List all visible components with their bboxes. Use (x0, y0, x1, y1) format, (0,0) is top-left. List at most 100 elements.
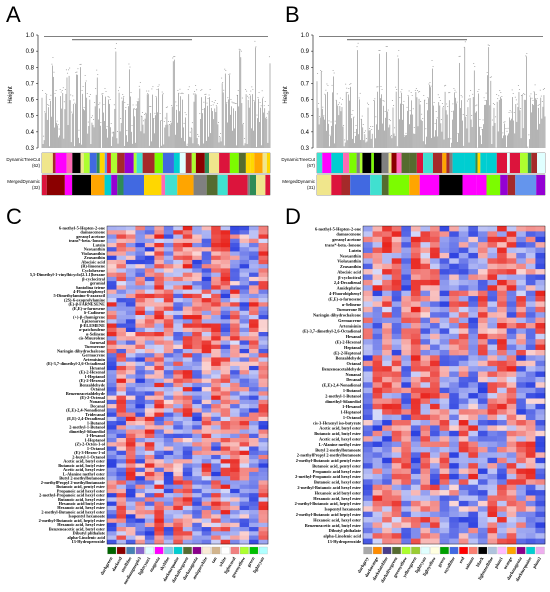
heatmap-cell (410, 382, 421, 388)
heatmap-cell (535, 436, 546, 442)
heatmap-cell (173, 340, 184, 346)
heatmap-cell (182, 230, 193, 235)
heatmap-cell (211, 531, 221, 536)
heatmap-cell (458, 517, 469, 523)
heatmap-cell (439, 339, 450, 345)
heatmap-cell (154, 238, 165, 244)
heatmap-cell (363, 500, 373, 507)
heatmap-cell (173, 365, 184, 371)
heatmap-cell (182, 514, 193, 519)
heatmap-cell (201, 293, 212, 299)
heatmap-cell (372, 252, 383, 259)
heatmap-cell (430, 511, 440, 518)
row-label: β-ELEMENE (80, 323, 105, 328)
heatmap-cell (468, 430, 479, 437)
heatmap-cell (258, 399, 269, 405)
heatmap-cell (211, 539, 221, 545)
heatmap-cell (487, 457, 498, 464)
heatmap-cell (372, 312, 383, 318)
heatmap-cell (506, 263, 517, 270)
row-label: cis-Muurolene (79, 336, 106, 341)
heatmap-cell (135, 293, 146, 299)
heatmap-cell (497, 339, 507, 345)
row-label: 2,4-Decadienal (334, 280, 362, 285)
heatmap-cell (211, 357, 221, 362)
heatmap-cell (154, 527, 165, 532)
heatmap-cell (525, 312, 536, 318)
heatmap-cell (211, 497, 221, 502)
module-color-block (509, 153, 521, 173)
heatmap-cell (382, 463, 393, 469)
heatmap-cell (487, 500, 498, 507)
heatmap-cell (525, 355, 536, 362)
heatmap-cell (211, 535, 221, 541)
heatmap-cell (410, 312, 421, 318)
heatmap-cell (173, 425, 184, 430)
heatmap-cell (125, 230, 136, 235)
heatmap-cell (363, 285, 373, 291)
heatmap-cell (182, 285, 193, 290)
heatmap-cell (182, 438, 193, 443)
heatmap-cell (382, 339, 393, 345)
heatmap-cell (116, 387, 127, 392)
heatmap-cell (497, 506, 507, 512)
heatmap-cell (144, 378, 155, 384)
heatmap-cell (401, 339, 412, 345)
heatmap-cell (182, 255, 193, 261)
heatmap-cell (173, 531, 184, 536)
heatmap-cell (382, 252, 393, 259)
heatmap-cell (249, 251, 259, 256)
heatmap-cell (220, 488, 231, 494)
heatmap-cell (239, 365, 250, 371)
heatmap-cell (372, 436, 383, 442)
heatmap-cell (239, 302, 250, 307)
heatmap-cell (477, 296, 488, 302)
module-swatch (411, 546, 421, 555)
heatmap-cell (125, 442, 136, 447)
heatmap-cell (458, 463, 469, 469)
heatmap-cell (382, 349, 393, 356)
heatmap-cell (401, 333, 412, 340)
heatmap-cell (135, 238, 146, 244)
heatmap-cell (144, 522, 155, 528)
module-color-block (520, 153, 528, 173)
heatmap-cell (506, 355, 517, 362)
heatmap-cell (173, 404, 184, 409)
heatmap-cell (430, 333, 440, 340)
heatmap-cell (458, 226, 469, 232)
heatmap-cell (449, 403, 460, 410)
heatmap-cell (135, 310, 146, 316)
heatmap-cell (163, 391, 174, 396)
heatmap-cell (154, 412, 165, 418)
heatmap-cell (449, 366, 460, 372)
heatmap-cell (211, 276, 221, 282)
heatmap-cell (173, 514, 184, 519)
heatmap-cell (230, 323, 240, 329)
heatmap-cell (363, 420, 373, 426)
heatmap-cell (220, 518, 231, 524)
heatmap-cell (439, 490, 450, 496)
row-label: Acetic acid, butyl ester (319, 426, 361, 431)
heatmap-cell (173, 408, 184, 413)
heatmap-cell (135, 412, 146, 418)
heatmap-cell (439, 463, 450, 469)
heatmap-cell (458, 274, 469, 281)
heatmap-cell (107, 399, 117, 405)
heatmap-cell (258, 276, 269, 282)
heatmap-cell (249, 387, 259, 392)
heatmap-cell (107, 438, 117, 443)
heatmap-cell (401, 279, 412, 286)
heatmap-cell (525, 527, 536, 534)
heatmap-cell (430, 279, 440, 286)
heatmap-cell (363, 382, 373, 388)
heatmap-cell (173, 251, 184, 256)
heatmap-cell (107, 264, 117, 269)
heatmap-cell (525, 274, 536, 281)
heatmap-cell (391, 473, 402, 480)
row-label: Isopentyl hexanoate (324, 507, 361, 512)
heatmap-cell (125, 438, 136, 443)
heatmap-cell (211, 238, 221, 244)
heatmap-cell (107, 226, 117, 231)
heatmap-cell (258, 382, 269, 388)
heatmap-cell (382, 317, 393, 324)
